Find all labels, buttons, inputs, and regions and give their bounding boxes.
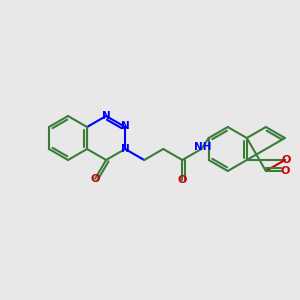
Text: N: N <box>102 111 110 121</box>
Text: O: O <box>281 155 291 165</box>
Text: O: O <box>178 175 187 185</box>
Text: N: N <box>121 144 130 154</box>
Text: O: O <box>280 166 290 176</box>
Text: O: O <box>90 174 100 184</box>
Text: N: N <box>121 121 130 131</box>
Text: NH: NH <box>194 142 211 152</box>
